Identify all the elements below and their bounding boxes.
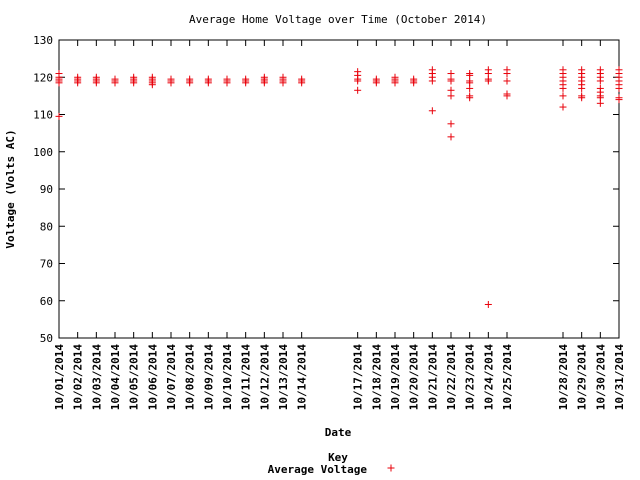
y-tick-label: 50: [40, 332, 53, 345]
x-tick-label: 10/01/2014: [53, 344, 66, 411]
data-point: [559, 103, 567, 111]
data-point: [55, 70, 63, 78]
data-point: [578, 92, 586, 100]
x-tick-label: 10/07/2014: [165, 344, 178, 411]
data-point: [559, 92, 567, 100]
y-tick-label: 80: [40, 220, 53, 233]
x-tick-label: 10/18/2014: [370, 344, 383, 411]
data-point: [279, 73, 287, 81]
x-tick-label: 10/09/2014: [202, 344, 215, 411]
x-tick-label: 10/23/2014: [464, 344, 477, 411]
x-tick-label: 10/28/2014: [557, 344, 570, 411]
data-point: [596, 84, 604, 92]
data-point: [354, 68, 362, 76]
legend-marker-symbol: [387, 464, 395, 472]
data-point: [428, 66, 436, 74]
x-tick-label: 10/04/2014: [109, 344, 122, 411]
x-tick-label: 10/25/2014: [501, 344, 514, 411]
data-point: [148, 73, 156, 81]
data-point: [242, 75, 250, 83]
x-tick-label: 10/11/2014: [240, 344, 253, 411]
x-axis-label: Date: [325, 426, 352, 439]
y-tick-label: 110: [33, 109, 53, 122]
x-tick-label: 10/02/2014: [72, 344, 85, 411]
y-tick-label: 100: [33, 146, 53, 159]
data-point: [615, 66, 623, 74]
y-axis: 50 60 70 80 90 100 110 120 130: [33, 34, 619, 345]
data-point: [55, 112, 63, 120]
legend-marker: [387, 464, 395, 472]
data-point: [503, 90, 511, 98]
y-tick-label: 130: [33, 34, 53, 47]
x-tick-label: 10/30/2014: [594, 344, 607, 411]
data-point: [578, 66, 586, 74]
x-tick-label: 10/20/2014: [408, 344, 421, 411]
data-point: [223, 75, 231, 83]
x-tick-label: 10/24/2014: [482, 344, 495, 411]
data-point: [204, 75, 212, 83]
plot-frame: [58, 39, 620, 339]
data-point: [260, 73, 268, 81]
x-tick-label: 10/17/2014: [352, 344, 365, 411]
data-point: [354, 86, 362, 94]
data-point: [596, 66, 604, 74]
y-tick-label: 70: [40, 258, 53, 271]
data-point: [74, 73, 82, 81]
data-point: [447, 86, 455, 94]
data-point: [167, 75, 175, 83]
data-point: [503, 77, 511, 85]
data-point: [447, 120, 455, 128]
data-point: [130, 73, 138, 81]
x-tick-label: 10/12/2014: [258, 344, 271, 411]
x-tick-label: 10/29/2014: [576, 344, 589, 411]
data-point: [466, 70, 474, 78]
legend: Key Average Voltage: [268, 451, 395, 476]
data-point: [447, 70, 455, 78]
chart-title: Average Home Voltage over Time (October …: [189, 13, 487, 26]
data-point: [559, 66, 567, 74]
x-tick-label: 10/21/2014: [426, 344, 439, 411]
data-points: [55, 66, 623, 308]
data-point: [484, 300, 492, 308]
y-tick-label: 90: [40, 183, 53, 196]
data-point: [447, 133, 455, 141]
x-tick-label: 10/22/2014: [445, 344, 458, 411]
y-tick-label: 120: [33, 71, 53, 84]
x-tick-label: 10/14/2014: [296, 344, 309, 411]
data-point: [615, 94, 623, 102]
data-point: [410, 75, 418, 83]
x-tick-label: 10/31/2014: [613, 344, 626, 411]
data-point: [466, 92, 474, 100]
data-point: [484, 66, 492, 74]
y-axis-label: Voltage (Volts AC): [4, 129, 17, 248]
x-axis: 10/01/2014 10/02/2014 10/03/2014 10/04/2014…: [53, 40, 626, 410]
data-point: [372, 75, 380, 83]
data-point: [298, 75, 306, 83]
x-tick-label: 10/19/2014: [389, 344, 402, 411]
x-tick-label: 10/05/2014: [128, 344, 141, 411]
data-point: [503, 66, 511, 74]
x-tick-label: 10/03/2014: [90, 344, 103, 411]
x-tick-label: 10/08/2014: [184, 344, 197, 411]
legend-entry-label: Average Voltage: [268, 463, 368, 476]
data-point: [391, 73, 399, 81]
data-point: [186, 75, 194, 83]
y-tick-label: 60: [40, 295, 53, 308]
data-point: [428, 107, 436, 115]
data-point: [92, 73, 100, 81]
x-tick-label: 10/06/2014: [146, 344, 159, 411]
legend-title: Key: [328, 451, 348, 464]
data-point: [111, 75, 119, 83]
x-tick-label: 10/10/2014: [221, 344, 234, 411]
x-tick-label: 10/13/2014: [277, 344, 290, 411]
